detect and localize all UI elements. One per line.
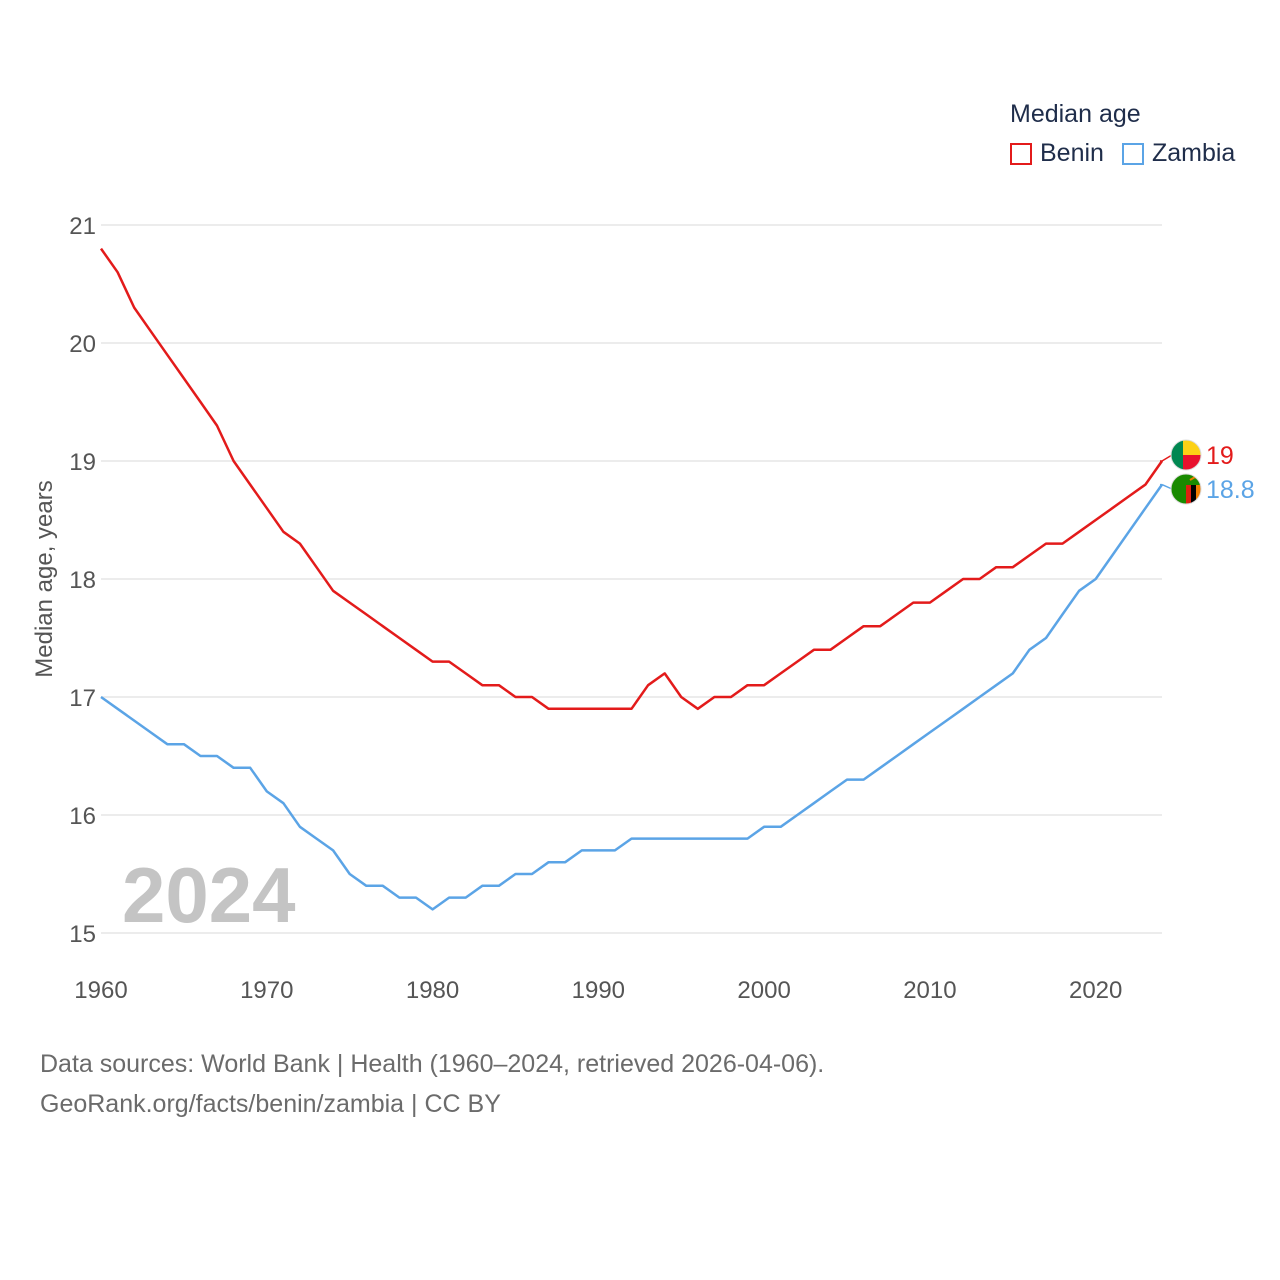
end-value-label-zambia: 18.8 (1206, 476, 1255, 504)
x-tick-label-1990: 1990 (572, 977, 625, 1004)
gridlines (101, 224, 1162, 934)
y-tick-label-16: 16 (69, 803, 96, 830)
x-axis-tick-labels: 1960 1970 1980 1990 2000 2010 2020 (74, 977, 1122, 1004)
y-tick-label-18: 18 (69, 567, 96, 594)
y-tick-label-20: 20 (69, 331, 96, 358)
end-connector-benin (1160, 454, 1173, 462)
legend-label-zambia: Zambia (1151, 139, 1236, 167)
x-tick-label-1980: 1980 (406, 977, 459, 1004)
y-tick-label-21: 21 (69, 213, 96, 240)
series-line-zambia (100, 483, 1164, 911)
legend-swatch-zambia (1121, 142, 1144, 165)
source-link[interactable]: GeoRank.org/facts/benin/zambia | CC BY (40, 1090, 501, 1118)
source-line-1: Data sources: World Bank | Health (1960–… (40, 1050, 825, 1078)
y-axis-tick-labels: 15 16 17 18 19 20 21 (69, 213, 96, 948)
legend-item-zambia[interactable]: Zambia (1121, 139, 1236, 168)
benin-flag-icon (1170, 439, 1202, 471)
legend-swatch-benin (1010, 142, 1032, 165)
legend-item-benin[interactable]: Benin (1010, 139, 1104, 168)
x-tick-label-2000: 2000 (737, 977, 790, 1004)
y-tick-label-15: 15 (69, 921, 96, 948)
series-line-benin (99, 247, 1164, 711)
source-note: Data sources: World Bank | Health (1960–… (40, 1044, 824, 1124)
end-connector-zambia (1160, 483, 1173, 490)
x-tick-label-1960: 1960 (74, 977, 127, 1004)
legend-label-benin: Benin (1040, 139, 1104, 167)
series-end-markers: 19 18.8 (1160, 439, 1255, 505)
year-watermark: 2024 (122, 851, 296, 939)
x-tick-label-1970: 1970 (240, 977, 293, 1004)
y-tick-label-17: 17 (69, 685, 96, 712)
x-tick-label-2010: 2010 (903, 977, 956, 1004)
x-tick-label-2020: 2020 (1069, 977, 1122, 1004)
legend-title: Median age (1010, 100, 1141, 128)
y-axis-label: Median age, years (31, 480, 58, 677)
series-lines (99, 247, 1164, 911)
zambia-flag-icon (1170, 473, 1202, 505)
y-tick-label-19: 19 (69, 449, 96, 476)
end-value-label-benin: 19 (1206, 442, 1234, 470)
legend: Median age Benin Zambia (1010, 100, 1235, 168)
